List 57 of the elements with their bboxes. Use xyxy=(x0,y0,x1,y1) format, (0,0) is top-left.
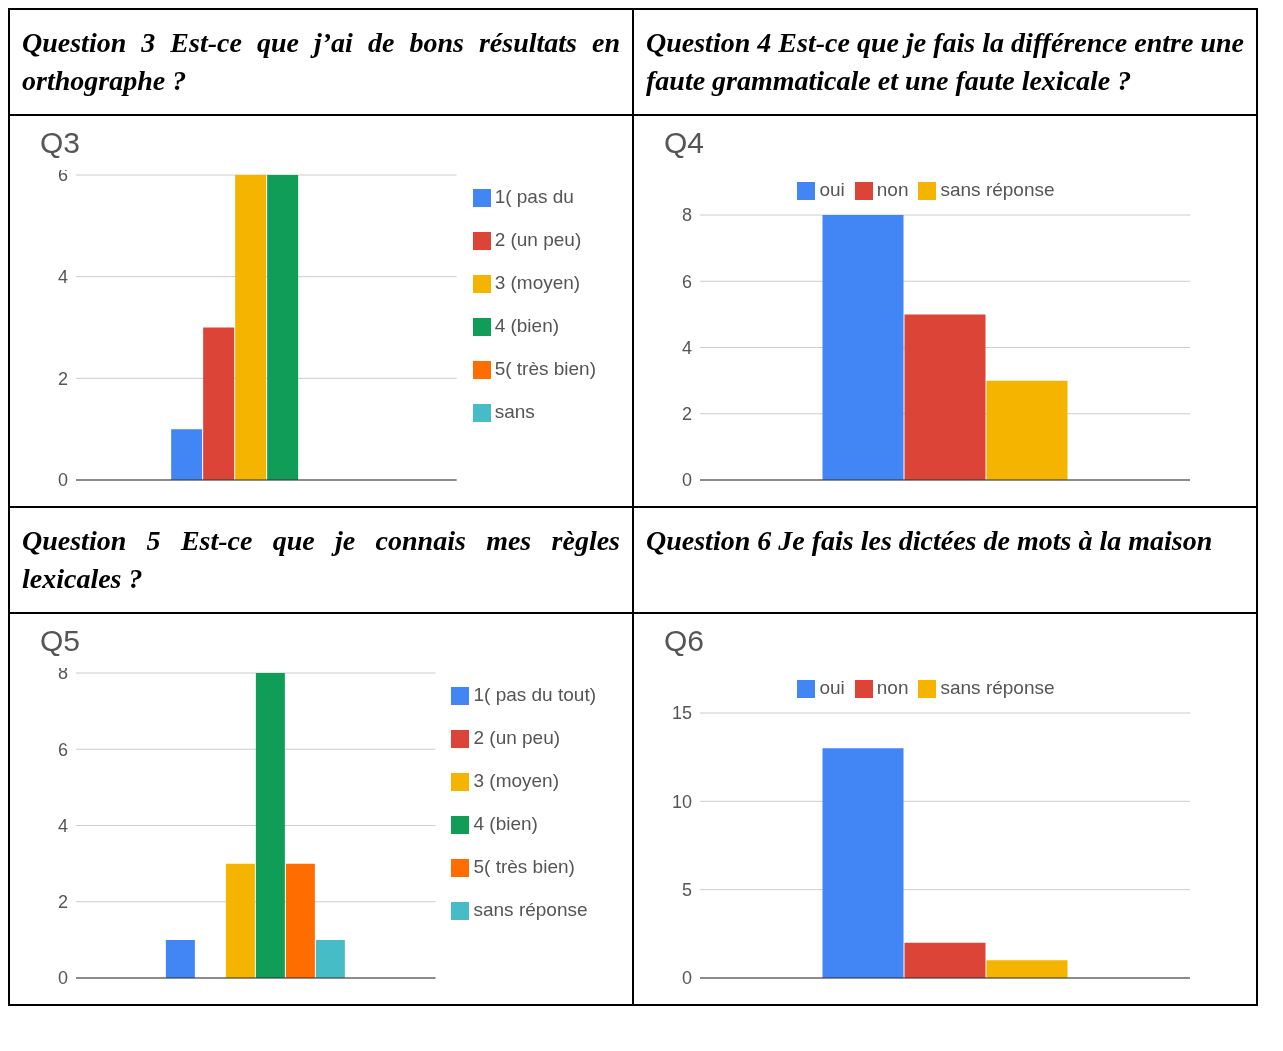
legend-label: sans réponse xyxy=(940,179,1055,200)
legend-label: 3 (moyen) xyxy=(494,272,581,293)
legend-label: sans xyxy=(494,401,535,422)
bar xyxy=(235,175,267,480)
chart-subtitle: Q5 xyxy=(40,624,81,657)
bar xyxy=(255,673,285,978)
bar xyxy=(904,942,986,978)
legend-label: 5( très bien) xyxy=(473,856,575,877)
y-tick-label: 8 xyxy=(681,205,692,226)
y-tick-label: 4 xyxy=(681,337,692,358)
legend-label: oui xyxy=(819,179,845,200)
y-tick-label: 5 xyxy=(681,880,692,901)
legend-label: 1( pas du tout) xyxy=(473,684,596,705)
y-tick-label: 4 xyxy=(57,267,68,288)
chart-title: Question 6 Je fais les dictées de mots à la maison xyxy=(633,507,1257,613)
legend-label: oui xyxy=(819,677,845,698)
legend-label: non xyxy=(876,179,909,200)
y-tick-label: 4 xyxy=(57,815,68,836)
bar xyxy=(822,748,904,978)
chart-subtitle: Q6 xyxy=(663,624,706,659)
legend-label: 1( pas du xyxy=(494,186,574,207)
legend-label: non xyxy=(876,677,909,698)
y-tick-label: 15 xyxy=(671,703,692,724)
bar xyxy=(904,314,986,480)
y-tick-label: 6 xyxy=(681,271,692,292)
legend-label: sans réponse xyxy=(473,899,588,920)
bar xyxy=(203,327,235,480)
y-tick-label: 0 xyxy=(681,968,692,989)
chart-subtitle: Q4 xyxy=(663,126,706,161)
bar xyxy=(986,960,1068,978)
bar xyxy=(267,175,299,480)
bar xyxy=(986,380,1068,480)
legend-label: sans réponse xyxy=(940,677,1055,698)
legend-label: 4 (bien) xyxy=(494,315,560,336)
chart-title: Question 5 Est-ce que je connais mes règles lexicales ? xyxy=(9,507,633,613)
bar xyxy=(285,863,315,978)
y-tick-label: 2 xyxy=(57,892,68,913)
bar xyxy=(315,939,345,978)
y-tick-label: 0 xyxy=(57,968,68,989)
y-tick-label: 10 xyxy=(671,791,692,812)
y-tick-label: 0 xyxy=(57,470,68,491)
chart-title: Question 3 Est-ce que j’ai de bons résultats en orthographe ? xyxy=(9,9,633,115)
bar xyxy=(171,429,203,480)
bar xyxy=(822,215,904,480)
y-tick-label: 2 xyxy=(681,404,692,425)
chart-title: Question 4 Est-ce que je fais la différence entre une faute grammaticale et une faute lexicale ? xyxy=(633,9,1257,115)
legend-label: 3 (moyen) xyxy=(473,770,559,791)
chart-subtitle: Q3 xyxy=(40,126,81,159)
legend-label: 2 (un peu) xyxy=(494,229,582,250)
bar xyxy=(165,939,195,978)
legend-label: 2 (un peu) xyxy=(473,727,561,748)
bar xyxy=(225,863,255,978)
legend-label: 5( très bien) xyxy=(494,358,596,379)
y-tick-label: 2 xyxy=(57,368,68,389)
y-tick-label: 0 xyxy=(681,470,692,491)
y-tick-label: 6 xyxy=(57,739,68,760)
legend-label: 4 (bien) xyxy=(473,813,538,834)
